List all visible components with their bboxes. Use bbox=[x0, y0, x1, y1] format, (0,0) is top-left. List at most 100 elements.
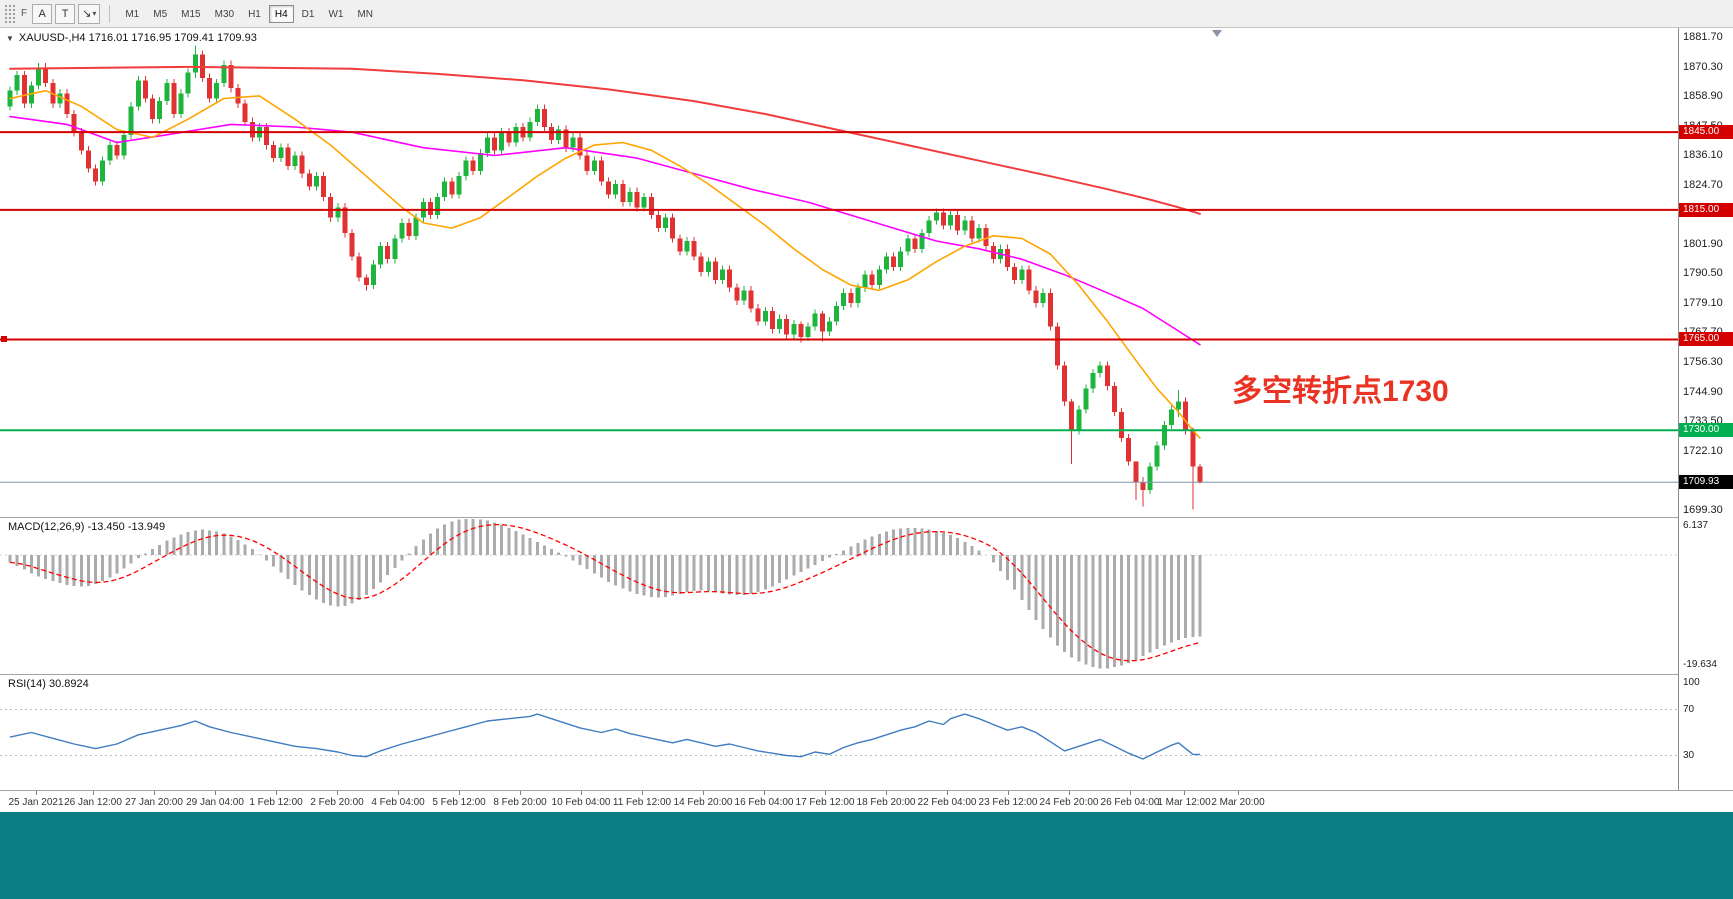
chart-shift-marker-icon[interactable] bbox=[1212, 30, 1222, 37]
macd-signal-line bbox=[9, 523, 1201, 662]
time-axis-label: 26 Jan 12:00 bbox=[64, 797, 122, 808]
rsi-svg[interactable] bbox=[0, 675, 1678, 790]
timeframe-button-w1[interactable]: W1 bbox=[328, 8, 344, 20]
time-axis-tick bbox=[581, 791, 582, 795]
pane-separator[interactable] bbox=[0, 790, 1733, 791]
time-axis-label: 11 Feb 12:00 bbox=[612, 797, 672, 808]
time-axis-tick bbox=[398, 791, 399, 795]
toolbar-separator bbox=[109, 4, 111, 23]
time-axis[interactable]: 25 Jan 2021 26 Jan 12:00 27 Jan 20:00 29 Ja… bbox=[0, 791, 1733, 812]
macd-scale-max: 6.137 bbox=[1683, 520, 1709, 531]
time-axis-label: 16 Feb 04:00 bbox=[734, 797, 794, 808]
arrow-tool-button[interactable]: A bbox=[32, 3, 53, 24]
draw-tool-icon: ↘ bbox=[82, 8, 92, 20]
price-axis-label: 1801.90 bbox=[1683, 238, 1723, 250]
time-axis-tick bbox=[154, 791, 155, 795]
time-axis-tick bbox=[642, 791, 643, 795]
price-axis-label: 1699.30 bbox=[1683, 504, 1723, 516]
chart-area: 6.137 -19.634 100 70 30 1881.70 1870.30 18… bbox=[0, 28, 1733, 812]
timeframe-button-mn[interactable]: MN bbox=[357, 8, 374, 20]
time-axis-tick bbox=[520, 791, 521, 795]
price-axis-label: 1756.30 bbox=[1683, 356, 1723, 368]
time-axis-label: 4 Feb 04:00 bbox=[371, 797, 425, 808]
time-axis-label: 22 Feb 04:00 bbox=[917, 797, 977, 808]
rsi-scale-70: 70 bbox=[1683, 704, 1695, 715]
price-axis[interactable]: 6.137 -19.634 100 70 30 1881.70 1870.30 18… bbox=[1678, 28, 1733, 790]
pane-separator[interactable] bbox=[0, 674, 1733, 675]
macd-scale-min: -19.634 bbox=[1683, 659, 1717, 670]
ma-fast-orange[interactable] bbox=[9, 89, 1201, 439]
price-axis-label: 1722.10 bbox=[1683, 445, 1723, 457]
time-axis-tick bbox=[764, 791, 765, 795]
toolbar: F A T ↘ ▾ M1 M5 M15 M30 H1 H4 D1 W1 MN bbox=[0, 0, 1733, 28]
time-axis-tick bbox=[1130, 791, 1131, 795]
time-axis-tick bbox=[1238, 791, 1239, 795]
macd-histogram bbox=[8, 518, 1202, 669]
time-axis-tick bbox=[93, 791, 94, 795]
price-axis-label: 1858.90 bbox=[1683, 90, 1723, 102]
price-axis-label: 1779.10 bbox=[1683, 297, 1723, 309]
price-axis-label: 1836.10 bbox=[1683, 149, 1723, 161]
timeframe-button-d1[interactable]: D1 bbox=[301, 8, 315, 20]
timeframe-button-m1[interactable]: M1 bbox=[125, 8, 140, 20]
chart-annotation: 多空转折点1730 bbox=[1232, 375, 1449, 408]
chart-collapse-icon[interactable]: ▼ bbox=[6, 33, 14, 43]
rsi-scale-100: 100 bbox=[1683, 677, 1700, 688]
price-chart-svg[interactable] bbox=[0, 28, 1678, 517]
time-axis-label: 2 Mar 20:00 bbox=[1211, 797, 1265, 808]
time-axis-tick bbox=[36, 791, 37, 795]
time-axis-tick bbox=[886, 791, 887, 795]
time-axis-tick bbox=[1008, 791, 1009, 795]
price-axis-label: 1824.70 bbox=[1683, 179, 1723, 191]
candles-layer bbox=[7, 45, 1203, 510]
hline-handle[interactable] bbox=[1, 336, 7, 342]
rsi-scale-30: 30 bbox=[1683, 750, 1695, 761]
ma-mid-magenta[interactable] bbox=[9, 115, 1201, 346]
ma-slow-red[interactable] bbox=[9, 65, 1201, 215]
macd-svg[interactable] bbox=[0, 518, 1678, 674]
price-line-badge: 1730.00 bbox=[1679, 423, 1733, 437]
time-axis-tick bbox=[947, 791, 948, 795]
time-axis-label: 1 Mar 12:00 bbox=[1157, 797, 1211, 808]
toolbar-f-label: F bbox=[21, 8, 28, 19]
timeframe-button-h1[interactable]: H1 bbox=[248, 8, 261, 20]
time-axis-tick bbox=[337, 791, 338, 795]
time-axis-label: 18 Feb 20:00 bbox=[856, 797, 916, 808]
time-axis-label: 25 Jan 2021 bbox=[8, 797, 64, 808]
draw-tool-button[interactable]: ↘ ▾ bbox=[78, 3, 101, 24]
desktop-background bbox=[0, 812, 1733, 899]
time-axis-label: 29 Jan 04:00 bbox=[186, 797, 244, 808]
toolbar-grip-icon[interactable] bbox=[4, 3, 16, 24]
chart-header: ▼ XAUUSD-,H4 1716.01 1716.95 1709.41 170… bbox=[6, 32, 257, 44]
price-line-badge: 1765.00 bbox=[1679, 332, 1733, 346]
timeframe-group: M1 M5 M15 M30 H1 H4 D1 W1 MN bbox=[119, 4, 379, 23]
time-axis-tick bbox=[215, 791, 216, 795]
timeframe-button-m30[interactable]: M30 bbox=[214, 8, 235, 20]
time-axis-tick bbox=[825, 791, 826, 795]
pane-separator[interactable] bbox=[0, 517, 1733, 518]
chevron-down-icon: ▾ bbox=[92, 9, 97, 18]
timeframe-button-m15[interactable]: M15 bbox=[181, 8, 201, 20]
chart-header-text: XAUUSD-,H4 1716.01 1716.95 1709.41 1709.… bbox=[18, 32, 257, 44]
time-axis-label: 14 Feb 20:00 bbox=[673, 797, 733, 808]
time-axis-tick bbox=[703, 791, 704, 795]
time-axis-tick bbox=[459, 791, 460, 795]
rsi-line bbox=[9, 713, 1200, 760]
time-axis-label: 17 Feb 12:00 bbox=[795, 797, 855, 808]
timeframe-button-h4[interactable]: H4 bbox=[268, 4, 294, 23]
timeframe-button-m5[interactable]: M5 bbox=[153, 8, 168, 20]
time-axis-tick bbox=[1184, 791, 1185, 795]
time-axis-label: 1 Feb 12:00 bbox=[249, 797, 303, 808]
time-axis-label: 26 Feb 04:00 bbox=[1100, 797, 1160, 808]
price-axis-label: 1744.90 bbox=[1683, 386, 1723, 398]
rsi-indicator-label: RSI(14) 30.8924 bbox=[8, 678, 89, 690]
text-tool-button[interactable]: T bbox=[55, 3, 76, 24]
time-axis-label: 23 Feb 12:00 bbox=[978, 797, 1038, 808]
price-line-badge: 1845.00 bbox=[1679, 125, 1733, 139]
time-axis-tick bbox=[1069, 791, 1070, 795]
price-axis-label: 1881.70 bbox=[1683, 31, 1723, 43]
price-axis-label: 1790.50 bbox=[1683, 267, 1723, 279]
time-axis-tick bbox=[276, 791, 277, 795]
time-axis-label: 24 Feb 20:00 bbox=[1039, 797, 1099, 808]
